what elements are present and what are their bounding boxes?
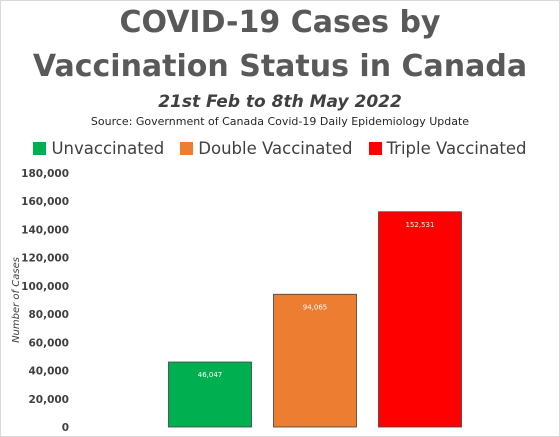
legend-swatch-unvaccinated [33,141,47,155]
data-label: 94,065 [303,303,328,311]
y-tick-label: 0 [62,422,69,434]
chart-title-line2: Vaccination Status in Canada [32,49,528,84]
legend-item-double-vaccinated: Double Vaccinated [180,138,353,158]
chart-subtitle: 21st Feb to 8th May 2022 [158,92,402,112]
bar-unvaccinated [168,361,252,428]
legend-label-double-vaccinated: Double Vaccinated [198,138,353,158]
chart-source: Source: Government of Canada Covid-19 Da… [90,115,470,128]
legend-label-triple-vaccinated: Triple Vaccinated [386,138,527,158]
y-tick-label: 180,000 [21,168,69,180]
legend-item-triple-vaccinated: Triple Vaccinated [368,138,527,158]
y-axis-label: Number of Cases [11,257,22,343]
legend-swatch-triple-vaccinated [368,141,382,155]
legend-item-unvaccinated: Unvaccinated [33,139,164,158]
y-tick-label: 140,000 [21,224,69,236]
chart-legend: Unvaccinated Double Vaccinated Triple Va… [0,136,560,160]
data-label: 152,531 [406,221,435,229]
y-tick-label: 60,000 [28,337,69,349]
legend-label-unvaccinated: Unvaccinated [51,138,165,158]
data-label: 46,047 [198,371,223,379]
y-tick-label: 80,000 [28,309,69,321]
y-tick-label: 100,000 [21,281,69,293]
y-tick-label: 20,000 [28,394,69,406]
chart-title-line1: COVID-19 Cases by [119,5,441,40]
legend-swatch-double-vaccinated [180,141,194,155]
bar-double-vaccinated [273,293,357,428]
y-tick-label: 120,000 [21,253,69,265]
bar-triple-vaccinated [378,211,462,428]
y-tick-label: 160,000 [21,196,69,208]
y-tick-label: 40,000 [28,366,69,378]
